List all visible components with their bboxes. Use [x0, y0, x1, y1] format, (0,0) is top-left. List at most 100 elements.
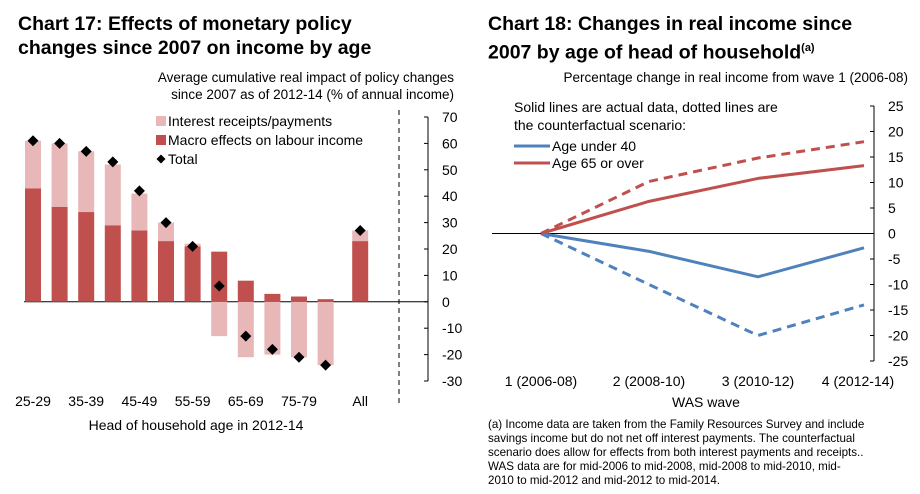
- chart-17-title-line1: Chart 17: Effects of monetary policy: [18, 13, 352, 35]
- chart-18-title-line2-wrap: 2007 by age of head of household(a): [488, 36, 852, 65]
- bar-interest-45-49: [131, 193, 148, 231]
- bar-macro-30-34: [51, 206, 68, 302]
- bar-interest-50-54: [158, 222, 174, 242]
- footnote-line-3: scenario does allow for effects from bot…: [488, 446, 864, 459]
- marker-total-45-49: [133, 185, 145, 197]
- chart-17-y-tick-label: 70: [442, 109, 458, 125]
- bar-macro-40-44: [104, 225, 121, 302]
- chart-17-y-tick-label: -10: [442, 320, 462, 336]
- legend-label-age-65-or-over: Age 65 or over: [552, 155, 644, 171]
- chart-18-legend-note-line2: the counterfactual scenario:: [514, 117, 686, 133]
- chart-17-y-tick-label: -30: [442, 373, 462, 389]
- chart-18-title: Chart 18: Changes in real income since 2…: [488, 12, 852, 65]
- series-line-age-65-or-over: [540, 164, 865, 235]
- chart-17-x-axis-title: Head of household age in 2012-14: [89, 417, 304, 433]
- bar-macro-75-79: [291, 296, 307, 302]
- bar-interest-40-44: [104, 164, 121, 226]
- chart-18-subtitle: Percentage change in real income from wa…: [563, 70, 908, 85]
- chart-17-x-label: All: [352, 393, 368, 409]
- chart-17-panel: Chart 17: Effects of monetary policy cha…: [15, 12, 462, 433]
- chart-17-y-tick-label: 0: [442, 294, 450, 310]
- chart-17-x-label: 45-49: [121, 393, 157, 409]
- legend-label-total: Total: [168, 151, 198, 167]
- marker-total-75-79: [293, 351, 305, 363]
- marker-total-70-74: [266, 343, 278, 355]
- chart-18-x-label: 4 (2012-14): [822, 373, 894, 389]
- marker-total-25-29: [27, 135, 39, 147]
- chart-18-x-label: 2 (2008-10): [613, 373, 685, 389]
- chart-18-y-tick-label: 20: [888, 124, 904, 140]
- marker-total-40-44: [107, 156, 119, 168]
- chart-17-x-label: 75-79: [281, 393, 317, 409]
- bar-interest-70-74: [264, 301, 281, 355]
- chart-18-title-line1: Chart 18: Changes in real income since: [488, 13, 853, 35]
- chart-17-y-tick-label: 40: [442, 188, 458, 204]
- legend-label-macro: Macro effects on labour income: [168, 132, 363, 148]
- chart-18-plot: 25 20 15 10 5 0 -5 -10 -15 -20 -25 1 (2006-08) 2 (20…: [492, 98, 908, 410]
- chart-17-subtitle-line1: Average cumulative real impact of policy…: [157, 70, 454, 85]
- legend-swatch-macro: [156, 135, 166, 145]
- series-line-age-under-40-counterfactual: [540, 232, 865, 337]
- chart-17-x-label: 65-69: [228, 393, 264, 409]
- bar-macro-45-49: [131, 230, 148, 302]
- footnote-line-2: savings income but do not net off intere…: [488, 432, 855, 445]
- chart-17-y-tick-label: -20: [442, 347, 462, 363]
- series-line-age-under-40: [540, 232, 865, 279]
- marker-total-All: [354, 225, 366, 237]
- footnote-line-1: (a) Income data are taken from the Famil…: [488, 418, 865, 431]
- chart-17-x-label: 35-39: [68, 393, 104, 409]
- bar-interest-75-79: [291, 301, 307, 358]
- legend-label-interest: Interest receipts/payments: [168, 113, 332, 129]
- footnote-line-5: 2010 to mid-2012 and mid-2012 to mid-201…: [488, 474, 721, 487]
- bar-interest-65-69: [237, 301, 254, 358]
- legend-swatch-interest: [156, 116, 166, 126]
- chart-18-y-tick-label: 25: [888, 98, 904, 114]
- chart-18-panel: Chart 18: Changes in real income since 2…: [470, 0, 920, 494]
- chart-18-x-axis-title: WAS wave: [672, 394, 740, 410]
- chart-18-y-tick-label: -15: [888, 302, 908, 318]
- marker-total-55-59: [187, 240, 199, 252]
- chart-17-y-tick-label: 20: [442, 241, 458, 257]
- chart-18-title-footnote-marker: (a): [801, 42, 815, 54]
- chart-17-subtitle-line2: since 2007 as of 2012-14 (% of annual in…: [171, 87, 454, 102]
- chart-17-y-tick-label: 60: [442, 135, 458, 151]
- bar-macro-50-54: [158, 241, 174, 302]
- bar-macro-70-74: [264, 293, 281, 302]
- bar-macro-35-39: [78, 212, 95, 302]
- chart-18-y-tick-label: -10: [888, 277, 908, 293]
- marker-total-65-69: [240, 330, 252, 342]
- chart-17-x-label: 25-29: [15, 393, 51, 409]
- marker-total-60-64: [213, 280, 225, 292]
- marker-total-35-39: [80, 145, 92, 157]
- chart-18-y-tick-label: 0: [888, 226, 896, 242]
- chart-17-x-label: 55-59: [175, 393, 211, 409]
- chart-18-footnote: (a) Income data are taken from the Famil…: [488, 418, 918, 488]
- bar-macro-60-64: [211, 251, 228, 302]
- marker-total-50-54: [160, 217, 172, 229]
- chart-17-y-tick-label: 30: [442, 215, 458, 231]
- bar-interest-25-29: [25, 140, 41, 189]
- chart-18-legend-note-line1: Solid lines are actual data, dotted line…: [514, 99, 778, 115]
- chart-17-title-line2: changes since 2007 on income by age: [18, 37, 372, 59]
- chart-18-x-label: 3 (2010-12): [722, 373, 794, 389]
- chart-18-y-tick-label: 5: [888, 200, 896, 216]
- bar-macro-65-69: [237, 280, 254, 302]
- chart-18-x-label: 1 (2006-08): [505, 373, 577, 389]
- chart-17-plot: 70 60 50 40 30 20 10 0 -10 -20 -30 25-29 35-39 45-49 5…: [15, 109, 462, 433]
- chart-18-title-line2: 2007 by age of head of household: [488, 41, 802, 64]
- bar-macro-All: [352, 241, 369, 302]
- bar-interest-30-34: [51, 143, 68, 207]
- bar-interest-35-39: [78, 151, 95, 213]
- footnote-line-4: WAS data are for mid-2006 to mid-2008, m…: [488, 460, 841, 473]
- legend-label-age-under-40: Age under 40: [552, 138, 636, 154]
- marker-total-80+: [320, 359, 332, 371]
- legend-marker-total: [156, 154, 166, 164]
- chart-17-title: Chart 17: Effects of monetary policy cha…: [18, 12, 371, 60]
- bar-macro-25-29: [25, 188, 41, 302]
- chart-17-subtitle: Average cumulative real impact of policy…: [158, 69, 454, 103]
- bar-interest-80+: [317, 301, 334, 366]
- chart-18-y-tick-label: 15: [888, 149, 904, 165]
- chart-18-y-tick-label: 10: [888, 175, 904, 191]
- bar-macro-80+: [317, 299, 334, 302]
- bar-macro-55-59: [184, 246, 201, 302]
